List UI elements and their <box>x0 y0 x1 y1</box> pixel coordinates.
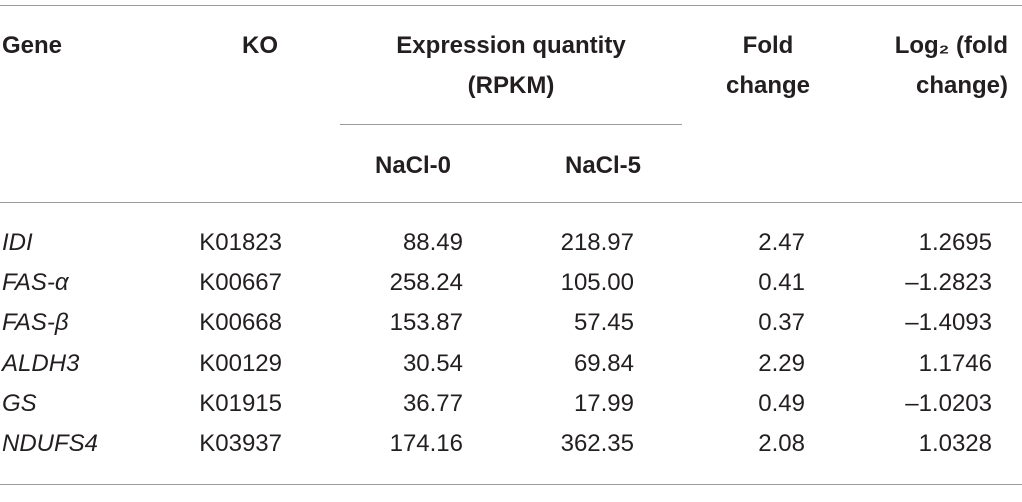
sub-rule <box>340 124 682 125</box>
cell-ko: K01823 <box>199 229 282 256</box>
cell-gene: IDI <box>2 229 33 256</box>
cell-log: 1.0328 <box>918 430 992 457</box>
header-gene: Gene <box>2 32 63 59</box>
cell-log: 1.1746 <box>918 349 992 377</box>
cell-fold: 2.08 <box>758 430 805 457</box>
cell-log: –1.2823 <box>905 269 992 297</box>
cell-nacl5: 362.35 <box>560 430 634 457</box>
header-fold: Fold change <box>725 32 811 99</box>
cell-ko: K03937 <box>199 430 282 457</box>
cell-ko: K00129 <box>199 349 282 377</box>
cell-log: –1.4093 <box>905 309 992 337</box>
cell-nacl0: 153.87 <box>389 309 463 337</box>
bottom-rule <box>0 484 1022 485</box>
cell-log: 1.2695 <box>918 229 992 256</box>
cell-fold: 0.41 <box>758 269 805 297</box>
cell-log: –1.0203 <box>905 389 992 417</box>
cell-nacl5: 69.84 <box>573 349 634 377</box>
header-log: Log₂ (fold change) <box>894 32 1008 99</box>
header-nacl0: NaCl-0 <box>374 152 452 179</box>
header-expression: Expression quantity (RPKM) <box>396 32 626 99</box>
cell-nacl0: 30.54 <box>402 349 463 377</box>
cell-gene: ALDH3 <box>2 349 80 377</box>
cell-nacl5: 17.99 <box>573 389 634 417</box>
cell-fold: 0.37 <box>758 309 805 337</box>
cell-nacl0: 174.16 <box>389 430 463 457</box>
cell-nacl5: 105.00 <box>560 269 634 297</box>
top-rule <box>0 5 1022 6</box>
cell-nacl0: 36.77 <box>402 389 463 417</box>
cell-nacl5: 218.97 <box>560 229 634 256</box>
cell-gene: NDUFS4 <box>2 430 99 457</box>
cell-nacl5: 57.45 <box>573 309 634 337</box>
cell-gene: FAS-β <box>2 309 69 337</box>
cell-ko: K00668 <box>199 309 282 337</box>
cell-ko: K00667 <box>199 269 282 297</box>
header-nacl5: NaCl-5 <box>564 152 642 179</box>
cell-nacl0: 88.49 <box>402 229 463 256</box>
cell-gene: FAS-α <box>2 269 69 297</box>
cell-gene: GS <box>2 389 37 417</box>
header-rule <box>0 202 1022 203</box>
header-ko: KO <box>242 32 278 59</box>
cell-fold: 2.29 <box>758 349 805 377</box>
cell-fold: 2.47 <box>758 229 805 256</box>
cell-ko: K01915 <box>199 389 282 417</box>
cell-nacl0: 258.24 <box>389 269 463 297</box>
cell-fold: 0.49 <box>758 389 805 417</box>
